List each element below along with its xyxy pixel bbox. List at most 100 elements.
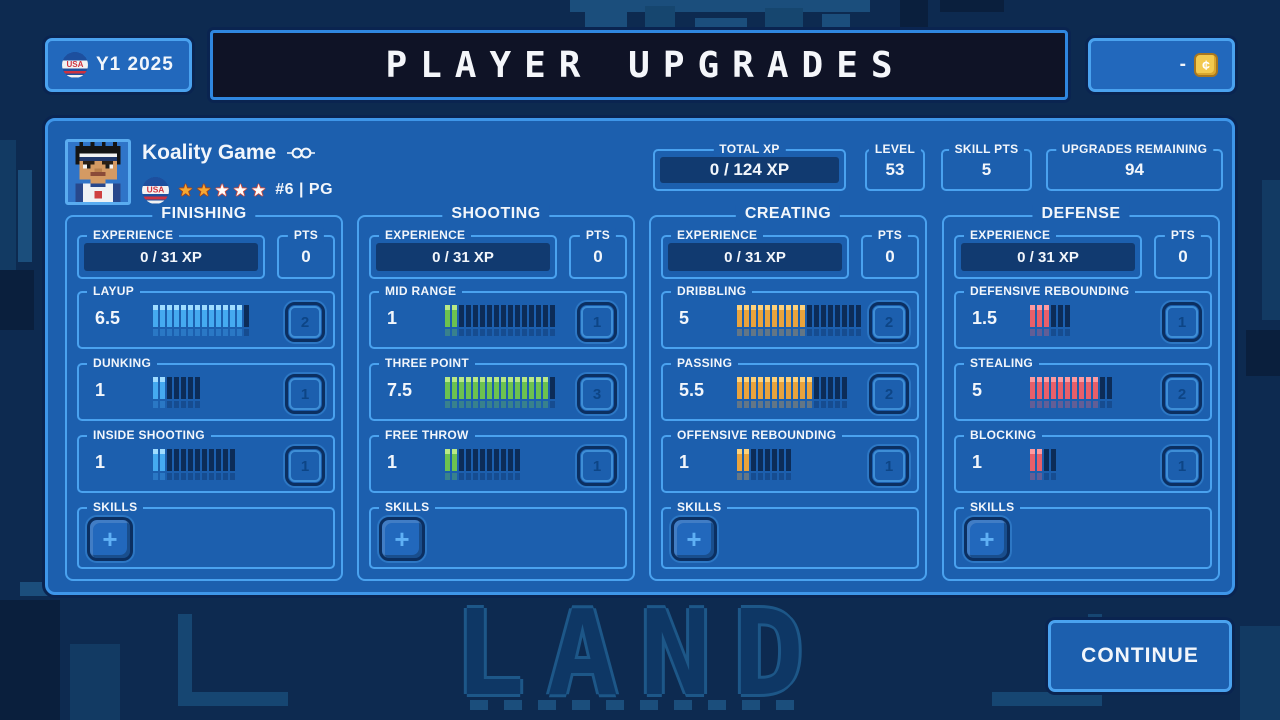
upgrade-cost-button[interactable]: 1 (1162, 446, 1202, 486)
stat-value: 7.5 (387, 380, 413, 400)
skill-pts-value: 5 (981, 160, 992, 179)
bar-segment-empty (779, 449, 784, 480)
bar-segment-empty (216, 449, 221, 480)
bar-segment-filled (237, 305, 242, 336)
bar-segment-empty (536, 305, 541, 336)
level-label: LEVEL (868, 142, 922, 156)
bar-segment-filled (202, 305, 207, 336)
bar-segment-empty (473, 449, 478, 480)
bar-segment-empty (188, 377, 193, 408)
bar-segment-empty (1058, 305, 1063, 336)
level-box: LEVEL 53 (865, 142, 925, 191)
bar-segment-filled (445, 449, 450, 480)
bar-segment-empty (188, 449, 193, 480)
stat-box-defensive-rebounding: DEFENSIVE REBOUNDING 1.5 1 (954, 284, 1212, 349)
glasses-icon (287, 147, 316, 159)
stat-label: OFFENSIVE REBOUNDING (671, 428, 843, 442)
bar-segment-empty (751, 449, 756, 480)
svg-text:USA: USA (67, 60, 84, 69)
bar-segment-empty (821, 377, 826, 408)
column-title: DEFENSE (1032, 205, 1130, 223)
bar-segment-filled (779, 305, 784, 336)
upgrade-cost-button[interactable]: 1 (577, 302, 617, 342)
bar-segment-empty (515, 449, 520, 480)
add-skill-button[interactable]: + (964, 517, 1010, 561)
experience-label: EXPERIENCE (87, 228, 180, 242)
bar-segment-empty (473, 305, 478, 336)
bar-segment-filled (758, 377, 763, 408)
upgrade-cost-button[interactable]: 1 (1162, 302, 1202, 342)
bar-segment-empty (494, 305, 499, 336)
bar-segment-filled (758, 305, 763, 336)
stat-bar (1030, 377, 1114, 408)
stat-label: LAYUP (87, 284, 141, 298)
bar-segment-empty (174, 449, 179, 480)
stat-box-stealing: STEALING 5 2 (954, 356, 1212, 421)
bar-segment-filled (779, 377, 784, 408)
continue-button[interactable]: CONTINUE (1048, 620, 1232, 692)
bar-segment-empty (842, 305, 847, 336)
stat-value: 1 (387, 308, 398, 328)
stat-label: DRIBBLING (671, 284, 753, 298)
add-skill-button[interactable]: + (87, 517, 133, 561)
bar-segment-filled (181, 305, 186, 336)
skills-box: SKILLS + (369, 500, 627, 569)
add-skill-button[interactable]: + (379, 517, 425, 561)
coin-counter[interactable]: - ¢ (1088, 38, 1235, 92)
player-upgrades-panel: Koality Game USA ★ ★ ★ ★ ★ #6 | PG TOTAL XP … (45, 118, 1235, 595)
bar-segment-empty (480, 305, 485, 336)
bar-segment-filled (445, 305, 450, 336)
add-skill-button[interactable]: + (671, 517, 717, 561)
stat-bar (1030, 449, 1058, 480)
bar-segment-filled (1065, 377, 1070, 408)
upgrade-cost-button[interactable]: 1 (869, 446, 909, 486)
upgrade-cost-button[interactable]: 2 (1162, 374, 1202, 414)
star-rating: ★ ★ ★ ★ ★ (178, 182, 266, 199)
bar-segment-empty (550, 305, 555, 336)
svg-text:USA: USA (147, 184, 165, 194)
bar-segment-empty (195, 377, 200, 408)
stat-bar (737, 305, 863, 336)
bar-segment-empty (1107, 377, 1112, 408)
upgrade-cost-button[interactable]: 1 (285, 374, 325, 414)
upgrade-cost-button[interactable]: 3 (577, 374, 617, 414)
stat-label: DUNKING (87, 356, 158, 370)
bar-segment-empty (209, 449, 214, 480)
bar-segment-filled (153, 305, 158, 336)
skill-pts-box: SKILL PTS 5 (941, 142, 1032, 191)
bar-segment-filled (737, 377, 742, 408)
stat-box-dunking: DUNKING 1 1 (77, 356, 335, 421)
bar-segment-empty (167, 449, 172, 480)
bar-segment-filled (508, 377, 513, 408)
stat-value: 5 (972, 380, 983, 400)
bar-segment-empty (807, 305, 812, 336)
upgrade-cost-button[interactable]: 2 (869, 302, 909, 342)
stat-bar (445, 305, 557, 336)
background-watermark: LAND (453, 584, 827, 720)
stat-label: DEFENSIVE REBOUNDING (964, 284, 1136, 298)
upgrade-column-finishing: FINISHING EXPERIENCE 0 / 31 XP PTS 0 LAYUP 6.5… (65, 205, 343, 581)
bar-segment-filled (800, 305, 805, 336)
pts-label: PTS (287, 228, 325, 242)
bar-segment-filled (1058, 377, 1063, 408)
bar-segment-filled (1037, 449, 1042, 480)
bar-segment-filled (1044, 305, 1049, 336)
bar-segment-filled (772, 305, 777, 336)
bar-segment-empty (181, 377, 186, 408)
experience-value: 0 / 31 XP (668, 243, 842, 271)
upgrade-cost-button[interactable]: 1 (577, 446, 617, 486)
bar-segment-empty (835, 305, 840, 336)
upgrade-column-creating: CREATING EXPERIENCE 0 / 31 XP PTS 0 DRIBBLING… (649, 205, 927, 581)
bar-segment-filled (1051, 377, 1056, 408)
total-xp-value: 0 / 124 XP (660, 157, 839, 183)
upgrade-cost-button[interactable]: 2 (285, 302, 325, 342)
bar-segment-empty (515, 305, 520, 336)
bar-segment-filled (800, 377, 805, 408)
upgrade-cost-button[interactable]: 1 (285, 446, 325, 486)
bar-segment-empty (223, 449, 228, 480)
bar-segment-filled (160, 449, 165, 480)
bar-segment-filled (494, 377, 499, 408)
stat-label: BLOCKING (964, 428, 1043, 442)
upgrade-cost-button[interactable]: 2 (869, 374, 909, 414)
bar-segment-filled (1030, 449, 1035, 480)
